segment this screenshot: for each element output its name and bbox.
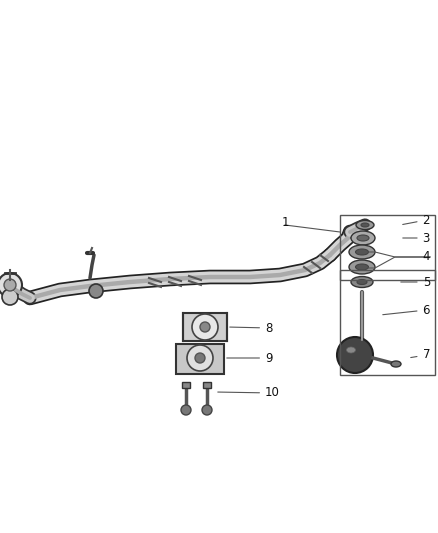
Circle shape: [4, 279, 16, 291]
Bar: [340, 270, 435, 375]
Ellipse shape: [349, 260, 375, 274]
Ellipse shape: [357, 235, 369, 241]
Circle shape: [200, 322, 210, 332]
Circle shape: [181, 405, 191, 415]
Text: 10: 10: [218, 386, 280, 400]
Ellipse shape: [351, 231, 375, 245]
Ellipse shape: [351, 277, 373, 287]
Circle shape: [202, 405, 212, 415]
Circle shape: [337, 337, 373, 373]
Text: 9: 9: [227, 351, 272, 365]
Ellipse shape: [357, 279, 367, 285]
Text: 2: 2: [403, 214, 430, 227]
Text: 8: 8: [230, 321, 272, 335]
Circle shape: [192, 314, 218, 340]
Circle shape: [0, 273, 22, 297]
Bar: [183, 313, 227, 341]
Ellipse shape: [356, 264, 368, 270]
Bar: [203, 382, 211, 388]
Ellipse shape: [356, 249, 368, 255]
Ellipse shape: [391, 361, 401, 367]
Circle shape: [89, 284, 103, 298]
Ellipse shape: [346, 347, 356, 353]
Text: 5: 5: [401, 276, 430, 288]
Text: 7: 7: [411, 349, 430, 361]
Ellipse shape: [356, 221, 374, 230]
Circle shape: [2, 289, 18, 305]
Ellipse shape: [361, 223, 369, 227]
Text: 4: 4: [423, 251, 430, 263]
Circle shape: [187, 345, 213, 371]
Text: 1: 1: [281, 215, 289, 229]
Bar: [176, 344, 224, 374]
Text: 3: 3: [403, 231, 430, 245]
Circle shape: [195, 353, 205, 363]
Ellipse shape: [349, 245, 375, 259]
Bar: [182, 382, 190, 388]
Bar: [340, 215, 435, 280]
Text: 6: 6: [383, 303, 430, 317]
